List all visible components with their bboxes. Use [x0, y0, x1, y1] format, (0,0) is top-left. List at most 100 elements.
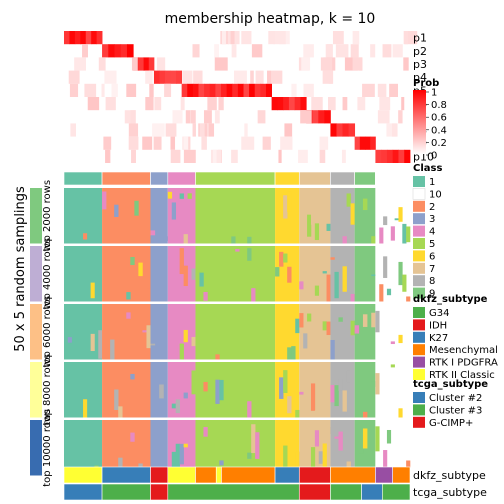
assignment-variation [191, 336, 196, 347]
assignment-variation [283, 445, 288, 469]
membership-faint-cell [172, 110, 183, 124]
prob-tick-label: 0.4 [431, 125, 447, 136]
tcga-segment [150, 483, 169, 501]
membership-cell-p2 [120, 44, 128, 58]
membership-faint-cell [268, 31, 275, 45]
class-swatch-7 [413, 262, 425, 274]
assignment-variation [275, 267, 280, 277]
class-swatch-3 [413, 213, 425, 225]
membership-faint-cell [130, 110, 136, 124]
membership-cell-p5 [220, 83, 228, 97]
dkfz-swatch [413, 331, 425, 343]
assignment-block [195, 304, 276, 360]
assignment-variation [299, 313, 304, 328]
prob-legend-title: Prob [413, 78, 439, 89]
membership-cell-p1 [69, 31, 76, 45]
membership-cell-p9 [365, 136, 371, 150]
assignment-variation [342, 390, 347, 412]
membership-faint-cell [250, 70, 254, 84]
membership-matrix [64, 31, 418, 163]
membership-cell-p9 [354, 136, 361, 150]
assignment-variation [334, 436, 339, 439]
dkfz-legend-label: K27 [429, 333, 448, 344]
membership-faint-cell [131, 57, 138, 71]
membership-cell-p6 [283, 97, 290, 111]
row-group-bar [30, 420, 42, 476]
assignment-variation [402, 223, 407, 244]
membership-faint-cell [377, 110, 390, 124]
membership-faint-cell [70, 123, 76, 137]
class-swatch-9 [413, 287, 425, 299]
membership-cell-p5 [204, 83, 211, 97]
assignment-block [354, 362, 376, 418]
dkfz-segment [274, 466, 300, 484]
membership-faint-cell [165, 123, 177, 137]
assignment-variation [314, 410, 320, 418]
assignment-variation [334, 385, 339, 407]
assignment-variation [346, 370, 351, 383]
assignment-variation [191, 370, 196, 395]
assignment-variation [255, 432, 260, 459]
assignment-variation [138, 262, 143, 277]
membership-cell-p1 [96, 31, 103, 45]
assignment-variation [371, 381, 376, 387]
assignment-variation [386, 288, 392, 296]
assignment-variation [90, 282, 95, 299]
assignment-variation [318, 451, 323, 464]
prob-tick-label: 1 [431, 88, 437, 99]
assignment-variation [187, 193, 192, 199]
assignment-variation [334, 271, 339, 299]
membership-cell-p2 [126, 44, 134, 58]
membership-faint-cell [322, 70, 334, 84]
membership-faint-cell [298, 149, 308, 163]
membership-cell-p3 [148, 57, 155, 71]
membership-faint-cell [131, 149, 136, 163]
assignment-variation [342, 425, 347, 430]
membership-faint-cell [391, 123, 398, 137]
membership-cell-p2 [114, 44, 122, 58]
assignment-variation [203, 426, 208, 437]
membership-faint-cell [154, 97, 162, 111]
membership-faint-cell [84, 83, 97, 97]
assignment-variation [215, 379, 220, 404]
membership-faint-cell [273, 31, 286, 45]
assignment-variation [350, 320, 355, 336]
membership-faint-cell [183, 136, 189, 150]
membership-faint-cell [214, 57, 228, 71]
assignment-variation [350, 293, 355, 302]
membership-faint-cell [291, 83, 297, 97]
assignment-variation [303, 333, 308, 349]
dkfz-swatch [413, 344, 425, 356]
class-segment-7 [298, 171, 331, 186]
assignment-variation [130, 373, 135, 380]
assignment-variation [371, 236, 376, 244]
membership-faint-cell [403, 57, 409, 71]
assignment-variation [167, 191, 173, 199]
class-legend-label: 4 [429, 227, 435, 238]
membership-cell-p5 [215, 83, 222, 97]
membership-cell-p8 [348, 123, 356, 137]
assignment-variation [379, 227, 384, 244]
membership-cell-p7 [324, 110, 331, 124]
assignment-variation [326, 274, 331, 302]
tcga-segment [63, 483, 103, 501]
class-segment-1 [63, 171, 103, 186]
assignment-variation [287, 266, 292, 283]
assignment-variation [183, 234, 188, 244]
assignment-variation [150, 230, 156, 236]
dkfz-legend-label: RTK I PDGFRA [429, 358, 498, 369]
membership-faint-cell [251, 44, 263, 58]
tcga-segment [167, 483, 300, 501]
assignment-variation [295, 409, 300, 418]
class-legend-label: 6 [429, 251, 435, 262]
assignment-variation [402, 274, 407, 292]
membership-cell-p1 [80, 31, 87, 45]
assignment-variation [295, 318, 300, 334]
membership-faint-cell [98, 57, 106, 71]
dkfz-segment [215, 466, 222, 484]
assignment-variation [150, 343, 156, 346]
assignment-variation [179, 193, 184, 199]
assignment-variation [383, 256, 388, 278]
membership-cell-p1 [85, 31, 92, 45]
